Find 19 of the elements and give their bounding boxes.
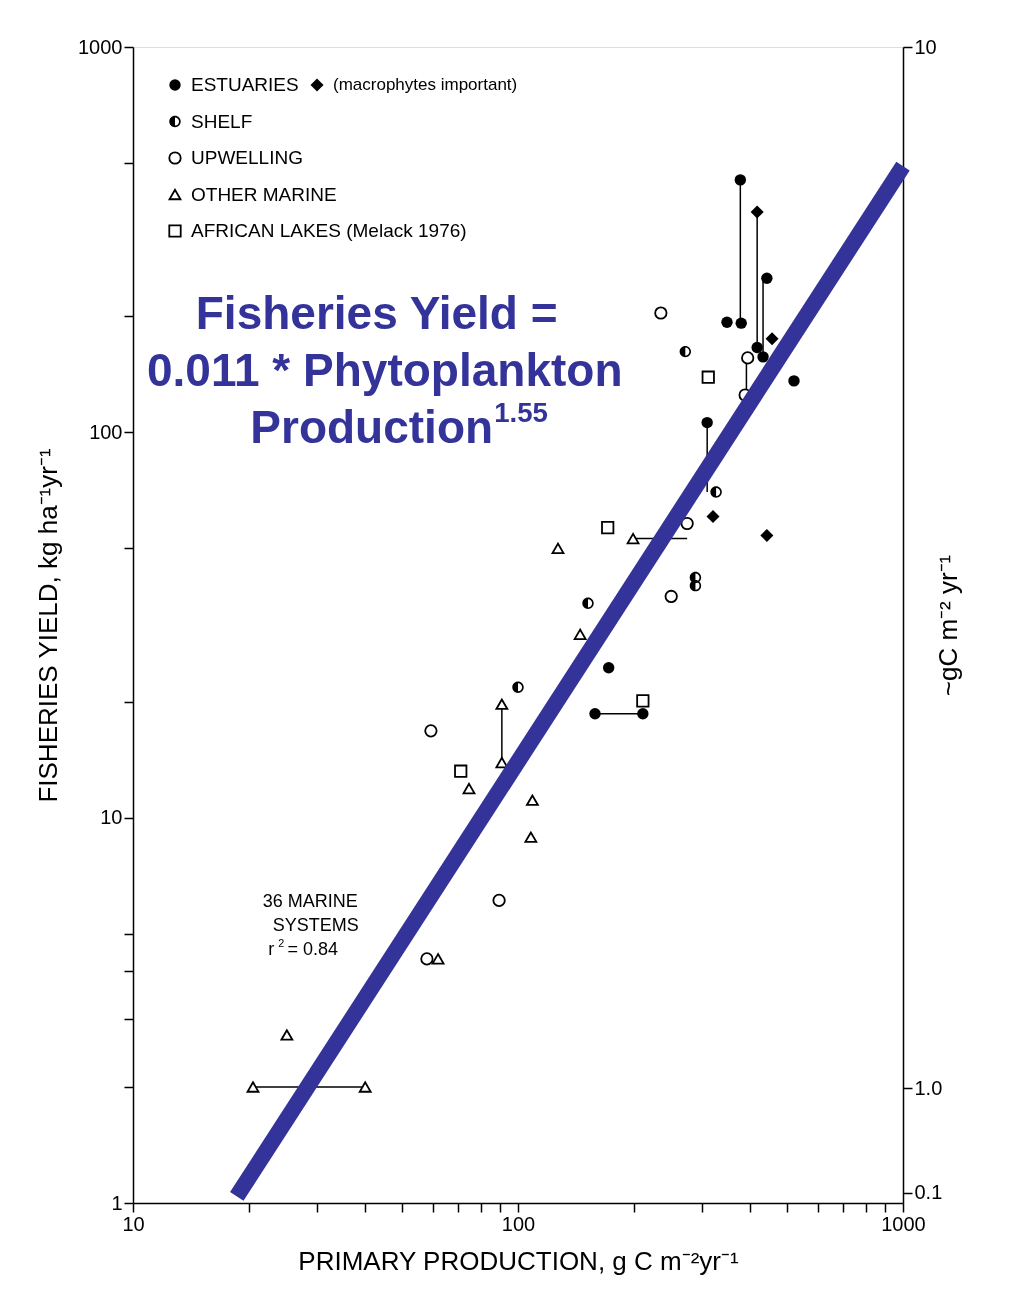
y-tick-label: 1000: [78, 35, 123, 58]
y2-tick-label: 1.0: [914, 1076, 943, 1099]
y2-tick-label: 10: [914, 35, 937, 58]
y-axis-title: FISHERIES YIELD, kg ha⁻¹yr⁻¹: [33, 448, 64, 803]
y2-tick-label: 0.1: [914, 1181, 943, 1204]
x-axis-title: PRIMARY PRODUCTION, g C m⁻²yr⁻¹: [298, 1245, 739, 1276]
legend-label: (macrophytes important): [333, 75, 518, 94]
y-tick-label: 1: [111, 1191, 123, 1214]
legend-label: UPWELLING: [191, 147, 303, 168]
y2-axis-title: ~gC m⁻² yr⁻¹: [933, 554, 964, 697]
legend-label: AFRICAN LAKES (Melack 1976): [191, 220, 467, 241]
y-tick-label: 10: [100, 806, 123, 829]
x-tick-label: 1000: [881, 1212, 926, 1235]
x-tick-label: 100: [501, 1212, 536, 1235]
legend-label: OTHER MARINE: [191, 183, 337, 205]
legend-label: ESTUARIES: [191, 74, 299, 95]
legend-label: SHELF: [191, 110, 253, 132]
y-tick-label: 100: [89, 420, 123, 443]
x-tick-label: 10: [122, 1212, 145, 1235]
